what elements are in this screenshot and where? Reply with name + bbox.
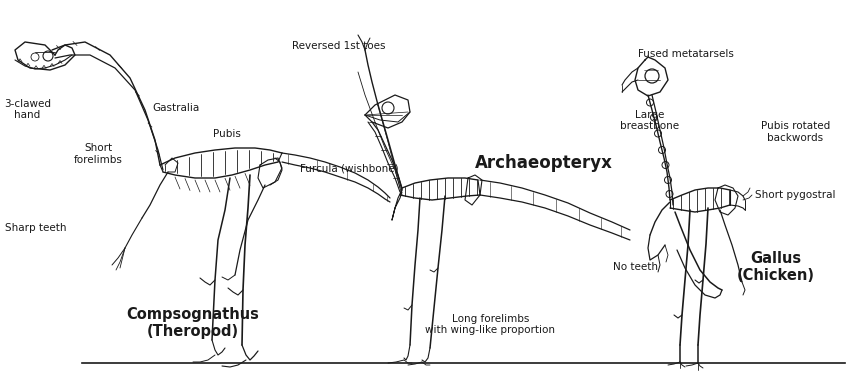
Text: Archaeopteryx: Archaeopteryx (476, 154, 613, 172)
Text: Pubis rotated
backwords: Pubis rotated backwords (761, 121, 830, 142)
Text: 3-clawed
hand: 3-clawed hand (4, 99, 51, 120)
Text: Compsognathus
(Theropod): Compsognathus (Theropod) (126, 306, 260, 339)
Text: Large
breastbone: Large breastbone (620, 110, 679, 131)
Text: Furcula (wishbone): Furcula (wishbone) (300, 164, 399, 174)
Text: Gallus
(Chicken): Gallus (Chicken) (736, 251, 815, 283)
Text: Long forelimbs
with wing-like proportion: Long forelimbs with wing-like proportion (425, 314, 555, 335)
Text: Sharp teeth: Sharp teeth (5, 223, 67, 233)
Text: Reversed 1st toes: Reversed 1st toes (291, 42, 386, 51)
Text: Pubis: Pubis (213, 129, 241, 138)
Text: Short
forelimbs: Short forelimbs (74, 143, 123, 165)
Text: No teeth: No teeth (614, 262, 658, 272)
Text: Fused metatarsels: Fused metatarsels (638, 49, 734, 59)
Text: Gastralia: Gastralia (152, 103, 200, 112)
Text: Short pygostral: Short pygostral (755, 190, 836, 200)
